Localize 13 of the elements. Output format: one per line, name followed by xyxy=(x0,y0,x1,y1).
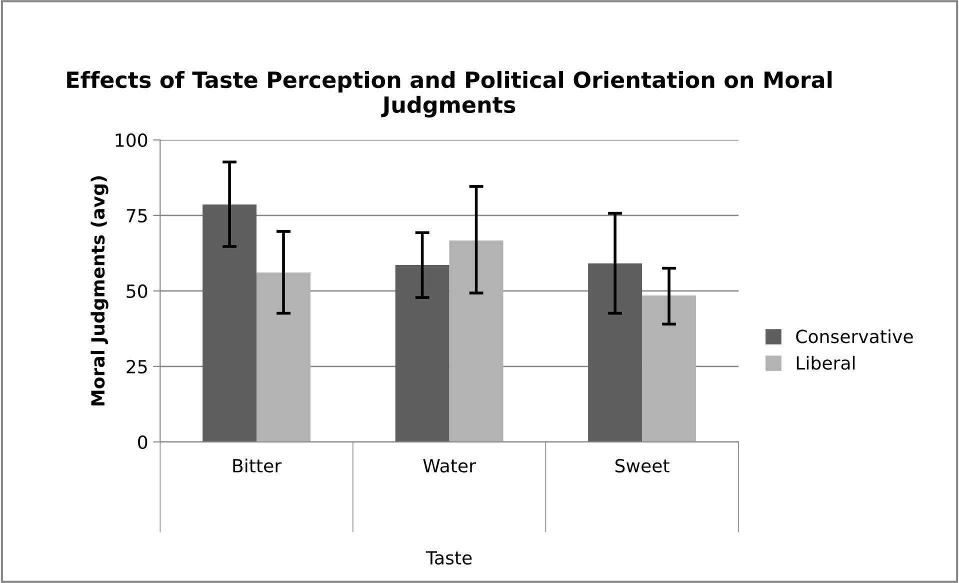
y-tick-label: 0 xyxy=(138,435,148,450)
chart-title: Effects of Taste Perception and Political Orientation on Moral Judgments xyxy=(67,70,832,118)
y-tick-label: 50 xyxy=(126,284,148,298)
x-tick-label: Bitter xyxy=(233,458,282,473)
x-tick-label: Water xyxy=(423,459,476,473)
y-axis-title: Moral Judgments (avg) xyxy=(90,176,108,406)
x-tick-label: Sweet xyxy=(615,458,670,473)
y-tick-label: 100 xyxy=(116,133,148,148)
legend-label: Conservative xyxy=(796,329,913,344)
x-axis-title: Taste xyxy=(426,551,472,565)
legend-label: Liberal xyxy=(796,356,855,370)
y-tick-label: 75 xyxy=(126,209,147,223)
y-tick-label: 25 xyxy=(126,360,147,374)
